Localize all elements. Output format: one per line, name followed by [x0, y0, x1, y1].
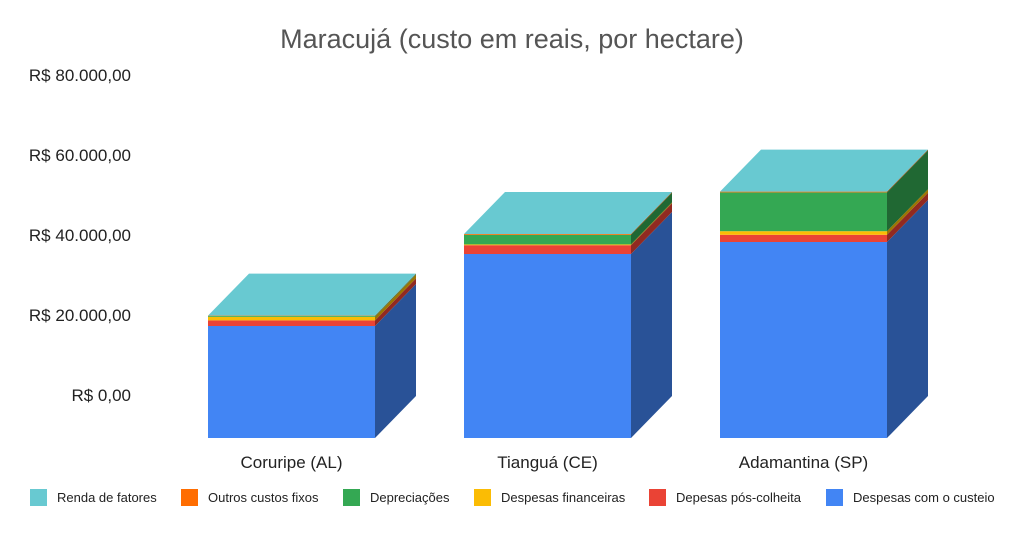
legend-swatch	[30, 489, 47, 506]
legend-swatch	[343, 489, 360, 506]
bar-segment-side	[887, 149, 928, 193]
x-axis: Coruripe (AL) Tianguá (CE) Adamantina (SP)	[240, 453, 868, 472]
bar-segment	[208, 316, 375, 321]
bar-segment	[464, 245, 631, 254]
y-tick-label: R$ 20.000,00	[29, 306, 131, 325]
bars	[208, 149, 928, 438]
legend: Renda de fatores Outros custos fixos Depre…	[30, 489, 995, 506]
legend-label: Despesas financeiras	[501, 490, 626, 505]
bar-top-face	[208, 273, 416, 316]
bar-segment-side	[887, 192, 928, 242]
chart-title: Maracujá (custo em reais, por hectare)	[280, 24, 744, 54]
bar-stack	[720, 149, 928, 438]
bar-segment	[464, 234, 631, 235]
legend-label: Outros custos fixos	[208, 490, 319, 505]
legend-item: Depesas pós-colheita	[649, 489, 802, 506]
legend-label: Renda de fatores	[57, 490, 157, 505]
x-tick-label: Tianguá (CE)	[497, 453, 597, 472]
bar-segment-side	[887, 150, 928, 232]
bar-segment	[464, 244, 631, 246]
y-tick-label: R$ 40.000,00	[29, 226, 131, 245]
bar-segment-side	[375, 274, 416, 317]
bar-segment-side	[375, 284, 416, 438]
legend-item: Outros custos fixos	[181, 489, 319, 506]
y-tick-label: R$ 80.000,00	[29, 66, 131, 85]
legend-item: Renda de fatores	[30, 489, 157, 506]
bar-segment	[208, 316, 375, 317]
x-tick-label: Coruripe (AL)	[240, 453, 342, 472]
legend-item: Despesas financeiras	[474, 489, 626, 506]
bar-segment-side	[375, 273, 416, 316]
bar-segment	[720, 242, 887, 438]
bar-stack	[208, 273, 416, 438]
bar-segment	[720, 192, 887, 232]
y-axis: R$ 0,00 R$ 20.000,00 R$ 40.000,00 R$ 60.000…	[29, 66, 131, 405]
bar-segment	[208, 320, 375, 326]
legend-label: Depreciações	[370, 490, 450, 505]
bar-segment-side	[375, 274, 416, 321]
bar-top-face	[464, 192, 672, 234]
bar-segment	[720, 234, 887, 242]
legend-item: Depreciações	[343, 489, 450, 506]
legend-label: Despesas com o custeio	[853, 490, 995, 505]
bar-segment	[208, 326, 375, 438]
legend-item: Despesas com o custeio	[826, 489, 995, 506]
bar-segment	[720, 231, 887, 235]
bar-segment	[720, 191, 887, 193]
bar-segment-side	[631, 212, 672, 438]
y-tick-label: R$ 0,00	[71, 386, 131, 405]
bar-segment-side	[631, 202, 672, 246]
bar-segment	[464, 234, 631, 245]
legend-swatch	[474, 489, 491, 506]
legend-swatch	[649, 489, 666, 506]
bar-top-face	[720, 149, 928, 192]
bar-segment-side	[375, 278, 416, 326]
x-tick-label: Adamantina (SP)	[739, 453, 868, 472]
bar-segment-side	[631, 192, 672, 235]
bar-segment-side	[887, 189, 928, 235]
bar-segment-side	[631, 192, 672, 245]
legend-swatch	[181, 489, 198, 506]
legend-swatch	[826, 489, 843, 506]
bar-stack	[464, 192, 672, 438]
y-tick-label: R$ 60.000,00	[29, 146, 131, 165]
bar-segment	[464, 254, 631, 438]
legend-label: Depesas pós-colheita	[676, 490, 802, 505]
bar-segment-side	[631, 203, 672, 254]
bar-segment-side	[887, 200, 928, 438]
